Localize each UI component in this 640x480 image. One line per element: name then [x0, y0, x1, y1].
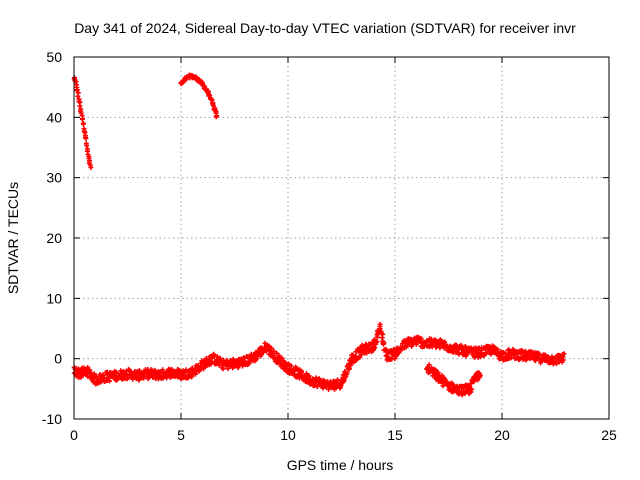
data-point — [306, 373, 312, 379]
x-tick-label: 25 — [601, 427, 617, 443]
data-point — [357, 354, 363, 360]
data-point — [113, 369, 119, 375]
y-tick-label: 20 — [46, 230, 62, 246]
data-point — [100, 372, 106, 378]
data-point — [79, 116, 85, 122]
data-point — [214, 113, 220, 119]
data-point — [193, 371, 199, 377]
data-point — [107, 378, 113, 384]
data-point — [381, 340, 387, 346]
data-point — [380, 331, 386, 337]
data-point — [437, 345, 443, 351]
data-point — [343, 374, 349, 380]
data-point — [78, 110, 84, 116]
data-point — [258, 353, 264, 359]
data-point — [560, 357, 566, 363]
data-point — [377, 326, 383, 332]
data-point — [311, 383, 317, 389]
y-tick-label: 40 — [46, 109, 62, 125]
tick-layer: 0 5 10 15 20 25 -10 0 10 20 30 40 50 — [42, 49, 617, 443]
chart-title: Day 341 of 2024, Sidereal Day-to-day VTE… — [74, 20, 576, 36]
data-point — [344, 370, 350, 376]
data-point — [440, 383, 446, 389]
data-point — [557, 353, 563, 359]
data-point — [377, 321, 383, 327]
data-point — [88, 164, 94, 170]
data-point — [341, 377, 347, 383]
data-point — [77, 103, 83, 109]
data-point — [75, 93, 81, 99]
data-point — [346, 366, 352, 372]
data-point — [235, 365, 241, 371]
data-point — [203, 355, 209, 361]
data-point — [459, 392, 465, 398]
data-point — [80, 372, 86, 378]
y-tick-label: 0 — [54, 351, 62, 367]
data-point — [426, 362, 432, 368]
data-point — [220, 366, 226, 372]
y-tick-label: -10 — [42, 411, 62, 427]
data-point — [338, 383, 344, 389]
data-point — [195, 363, 201, 369]
x-tick-label: 15 — [387, 427, 403, 443]
data-point — [240, 363, 246, 369]
data-point — [478, 347, 484, 353]
data-point — [85, 364, 91, 370]
y-tick-label: 50 — [46, 49, 62, 65]
data-point — [494, 346, 500, 352]
data-point — [348, 362, 354, 368]
x-tick-label: 0 — [70, 427, 78, 443]
data-point — [207, 92, 213, 98]
data-point — [269, 345, 275, 351]
data-point — [136, 368, 142, 374]
data-point — [483, 351, 489, 357]
data-point — [80, 121, 86, 127]
data-point — [393, 352, 399, 358]
x-tick-label: 10 — [280, 427, 296, 443]
data-point — [84, 143, 90, 149]
data-point — [279, 355, 285, 361]
y-tick-label: 30 — [46, 170, 62, 186]
data-point — [83, 135, 89, 141]
data-point — [231, 363, 237, 369]
x-tick-label: 20 — [494, 427, 510, 443]
data-point — [374, 339, 380, 345]
data-point — [271, 348, 277, 354]
x-tick-label: 5 — [177, 427, 185, 443]
data-point — [372, 345, 378, 351]
data-point — [467, 383, 473, 389]
data-point — [454, 343, 460, 349]
y-axis-label: SDTVAR / TECUs — [5, 182, 21, 294]
data-layer — [71, 72, 567, 398]
data-point — [469, 386, 475, 392]
data-point — [449, 380, 455, 386]
data-point — [561, 351, 567, 357]
data-point — [553, 361, 559, 367]
data-point — [160, 367, 166, 373]
y-tick-label: 10 — [46, 290, 62, 306]
data-point — [477, 372, 483, 378]
data-point — [536, 350, 542, 356]
x-axis-label: GPS time / hours — [287, 457, 394, 473]
